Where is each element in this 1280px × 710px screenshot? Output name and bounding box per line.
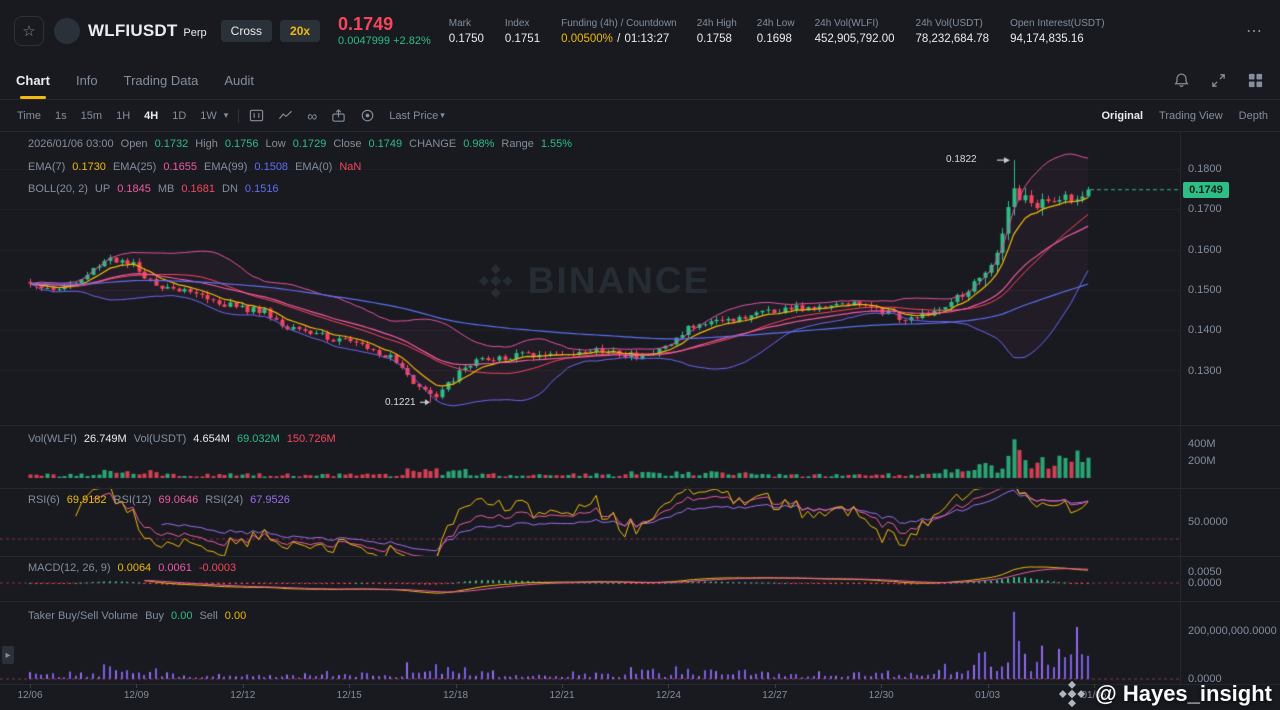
time-axis-line (0, 684, 1280, 685)
tab-trading-data[interactable]: Trading Data (123, 73, 199, 88)
axis-label: 0.1600 (1188, 243, 1222, 256)
layout-grid-icon[interactable] (1247, 72, 1264, 89)
more-options-icon[interactable]: ⋯ (1246, 23, 1262, 40)
time-label: 12/06 (17, 690, 43, 701)
time-label: 12/30 (868, 690, 894, 701)
axis-label: 0.1700 (1188, 203, 1222, 216)
toolbar-divider (238, 108, 240, 123)
binance-logo-icon (478, 264, 513, 298)
time-label: 12/15 (336, 690, 362, 701)
notification-bell-icon[interactable] (1173, 72, 1190, 89)
axis-label: 400M (1188, 438, 1216, 450)
axis-label: 200M (1188, 455, 1216, 467)
stat-index: Index 0.1751 (504, 17, 541, 45)
view-trading-view[interactable]: Trading View (1159, 109, 1223, 122)
time-label: 12/24 (655, 690, 681, 701)
price-change: 0.0047999 +2.82% (338, 35, 431, 48)
interval-1w[interactable]: 1W (200, 109, 217, 122)
time-label: 12/12 (230, 690, 256, 701)
low-annotation: 0.1221 (385, 397, 416, 409)
ohlc-legend: 2026/01/06 03:00 Open 0.1732 High 0.1756 Low 0… (28, 138, 573, 150)
view-original[interactable]: Original (1101, 109, 1144, 122)
chart-toolbar: Time 1s 15m 1H 4H 1D 1W ▾ ∞ Last Price ▾ Origi… (0, 100, 1280, 132)
author-credit: @ Hayes_insight (1058, 680, 1272, 708)
price-axis-line (1180, 132, 1181, 684)
ema-legend: EMA(7) 0.1730 EMA(25) 0.1655 EMA(99) 0.1508 EM… (28, 161, 362, 173)
chart-region: BINANCE 2026/01/06 03:00 Open 0.1732 High 0.… (0, 132, 1280, 710)
axis-label: 0.1300 (1188, 364, 1222, 377)
stat-24h-vol-usdt: 24h Vol(USDT) 78,232,684.78 (915, 17, 990, 45)
macd-legend: MACD(12, 26, 9) 0.0064 0.0061 -0.0003 (28, 562, 237, 574)
interval-dropdown-icon[interactable]: ▾ (223, 110, 229, 120)
chart-style-icon[interactable] (249, 108, 264, 123)
view-depth[interactable]: Depth (1238, 109, 1268, 122)
stat-24h-high: 24h High 0.1758 (696, 17, 737, 45)
pane-divider[interactable] (0, 601, 1280, 602)
price-block: 0.1749 0.0047999 +2.82% (338, 14, 431, 47)
high-annotation: 0.1822 (946, 154, 977, 166)
token-logo (54, 18, 80, 44)
interval-1s[interactable]: 1s (55, 109, 67, 122)
interval-15m[interactable]: 15m (80, 109, 103, 122)
rsi-legend: RSI(6) 69.9182 RSI(12) 69.0646 RSI(24) 67.952… (28, 494, 290, 506)
interval-1d[interactable]: 1D (172, 109, 187, 122)
tabbar-icons (1173, 72, 1264, 89)
stat-24h-vol-wlfi: 24h Vol(WLFI) 452,905,792.00 (814, 17, 895, 45)
tab-audit[interactable]: Audit (224, 73, 254, 88)
symbol-header: ☆ WLFIUSDT Perp Cross 20x 0.1749 0.00479… (0, 0, 1280, 62)
screenshot-icon[interactable] (331, 108, 346, 123)
axis-label: 0.1800 (1188, 163, 1222, 175)
axis-label: 0.0050 (1188, 566, 1222, 578)
interval-4h[interactable]: 4H (144, 109, 159, 122)
pane-divider[interactable] (0, 488, 1280, 489)
binance-logo-icon (1059, 680, 1086, 708)
axis-label: 0.0000 (1188, 673, 1222, 685)
time-label: 12/27 (762, 690, 788, 701)
boll-legend: BOLL(20, 2) UP 0.1845 MB 0.1681 DN 0.1516 (28, 183, 279, 195)
last-price: 0.1749 (338, 14, 394, 35)
axis-label: 0.1400 (1188, 324, 1222, 337)
pane-divider[interactable] (0, 425, 1280, 426)
chart-tabbar: Chart Info Trading Data Audit (0, 62, 1280, 100)
pane-expander-button[interactable]: ▸ (2, 646, 14, 664)
leverage-button[interactable]: 20x (280, 20, 321, 42)
chart-canvas[interactable] (0, 132, 1180, 684)
margin-mode-button[interactable]: Cross (220, 20, 273, 42)
price-mode-dropdown[interactable]: Last Price ▾ (389, 109, 445, 122)
tabs: Chart Info Trading Data Audit (16, 62, 254, 99)
time-label: 12/21 (549, 690, 575, 701)
favorite-star-icon[interactable]: ☆ (14, 16, 44, 46)
last-price-tag: 0.1749 (1183, 181, 1229, 198)
time-label: 12/09 (123, 690, 149, 701)
symbol-name[interactable]: WLFIUSDT (88, 21, 178, 40)
axis-label: 200,000,000.0000 (1188, 625, 1277, 637)
view-switcher: Original Trading View Depth (1101, 110, 1268, 122)
stat-open-interest-usdt: Open Interest(USDT) 94,174,835.16 (1010, 17, 1105, 45)
time-label: 01/06 (1081, 690, 1107, 701)
stat-24h-low: 24h Low 0.1698 (756, 17, 795, 45)
tab-info[interactable]: Info (75, 73, 98, 88)
replay-icon[interactable]: ∞ (307, 107, 318, 124)
volume-legend: Vol(WLFI) 26.749M Vol(USDT) 4.654M 69.032M 15… (28, 433, 336, 445)
interval-time[interactable]: Time (17, 109, 42, 122)
axis-label: 0.1500 (1188, 283, 1222, 296)
time-label: 12/18 (443, 690, 469, 701)
axis-label: 0.0000 (1188, 577, 1222, 589)
indicators-icon[interactable] (278, 108, 293, 123)
binance-watermark: BINANCE (478, 260, 711, 302)
fullscreen-icon[interactable] (1210, 72, 1227, 89)
interval-1h[interactable]: 1H (116, 109, 131, 122)
header-stats: Mark 0.1750 Index 0.1751 Funding (4h) / Coun… (449, 18, 1105, 45)
pane-divider[interactable] (0, 556, 1280, 557)
taker-legend: Taker Buy/Sell Volume Buy 0.00 Sell 0.00 (28, 610, 247, 622)
toolbar-icons: ∞ (249, 108, 375, 123)
interval-selector: Time 1s 15m 1H 4H 1D 1W (12, 108, 222, 124)
tab-chart[interactable]: Chart (16, 62, 50, 99)
contract-type[interactable]: Perp (183, 27, 207, 39)
stat-funding-4h-countdown: Funding (4h) / Countdown 0.00500% / 01:13… (561, 17, 677, 45)
alert-icon[interactable] (360, 108, 375, 123)
stat-mark: Mark 0.1750 (448, 17, 484, 45)
axis-label: 50.0000 (1188, 516, 1228, 528)
time-label: 01/03 (975, 690, 1001, 701)
